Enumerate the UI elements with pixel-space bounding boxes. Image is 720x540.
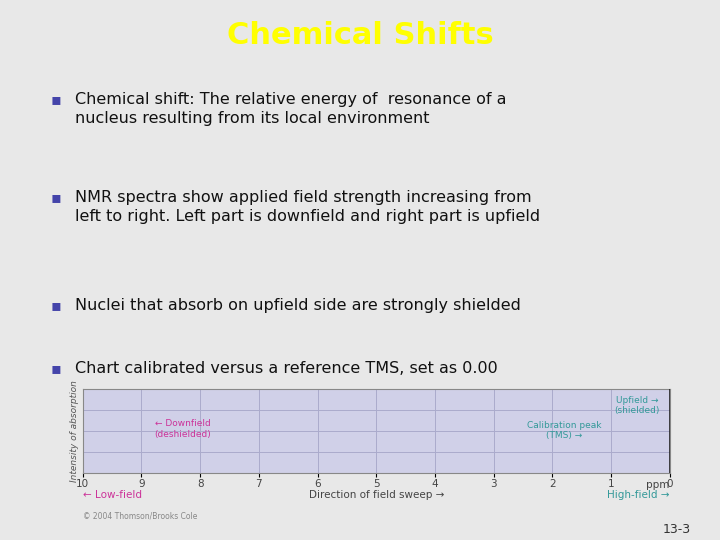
Text: Chart calibrated versus a reference TMS, set as 0.00: Chart calibrated versus a reference TMS,… bbox=[75, 361, 498, 376]
Text: NMR spectra show applied field strength increasing from
left to right. Left part: NMR spectra show applied field strength … bbox=[75, 190, 540, 224]
Text: ← Downfield
(deshielded): ← Downfield (deshielded) bbox=[154, 419, 211, 438]
Y-axis label: Intensity of absorption: Intensity of absorption bbox=[70, 380, 78, 482]
Text: ▪: ▪ bbox=[51, 298, 62, 313]
Text: High-field →: High-field → bbox=[607, 489, 670, 500]
Text: Nuclei that absorb on upfield side are strongly shielded: Nuclei that absorb on upfield side are s… bbox=[75, 298, 521, 313]
Text: ▪: ▪ bbox=[51, 361, 62, 376]
Text: Chemical Shifts: Chemical Shifts bbox=[227, 21, 493, 50]
Text: ▪: ▪ bbox=[51, 190, 62, 205]
Text: ppm: ppm bbox=[647, 481, 670, 490]
Text: Direction of field sweep →: Direction of field sweep → bbox=[308, 489, 444, 500]
Text: © 2004 Thomson/Brooks Cole: © 2004 Thomson/Brooks Cole bbox=[83, 512, 197, 521]
Text: ← Low-field: ← Low-field bbox=[83, 489, 142, 500]
Text: Calibration peak
(TMS) →: Calibration peak (TMS) → bbox=[527, 421, 601, 440]
Text: Upfield →
(shielded): Upfield → (shielded) bbox=[615, 396, 660, 415]
Text: ▪: ▪ bbox=[51, 92, 62, 107]
Text: Chemical shift: The relative energy of  resonance of a
nucleus resulting from it: Chemical shift: The relative energy of r… bbox=[75, 92, 506, 126]
Text: 13-3: 13-3 bbox=[663, 523, 691, 536]
